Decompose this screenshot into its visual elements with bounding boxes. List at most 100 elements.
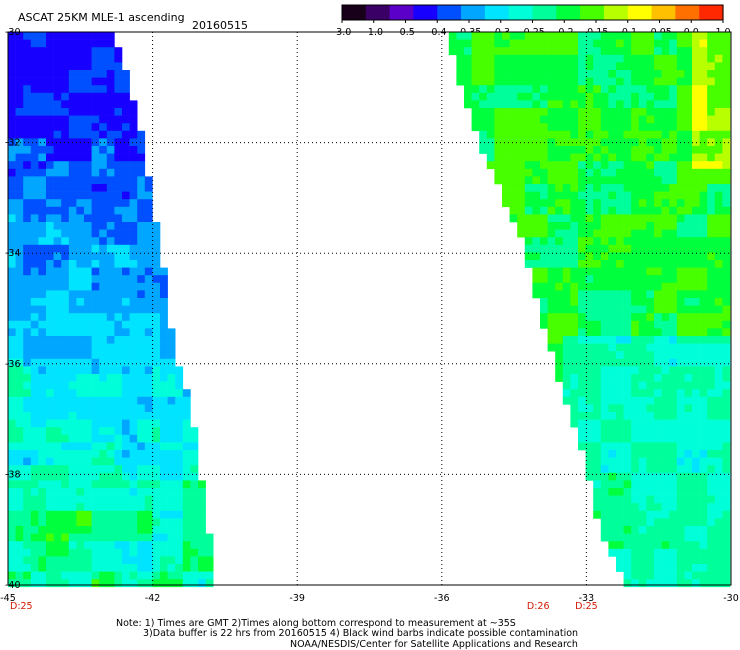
swath-cell	[593, 427, 602, 436]
swath-cell	[53, 222, 62, 230]
swath-cell	[692, 313, 700, 322]
swath-cell	[137, 358, 146, 367]
swath-cell	[152, 260, 161, 268]
swath-cell	[646, 412, 655, 420]
swath-cell	[167, 510, 176, 519]
swath-cell	[699, 191, 708, 200]
swath-cell	[114, 108, 123, 116]
swath-cell	[714, 161, 723, 170]
swath-cell	[608, 495, 617, 504]
swath-cell	[692, 115, 700, 124]
swath-cell	[8, 229, 16, 238]
swath-cell	[661, 351, 670, 360]
swath-cell	[53, 328, 62, 337]
swath-cell	[669, 343, 678, 352]
swath-cell	[68, 146, 77, 154]
swath-cell	[61, 275, 70, 284]
swath-cell	[129, 526, 138, 534]
swath-cell	[99, 389, 108, 398]
swath-cell	[114, 427, 123, 436]
swath-cell	[623, 85, 632, 94]
swath-cell	[570, 343, 579, 352]
swath-cell	[547, 290, 556, 299]
swath-cell	[676, 85, 685, 94]
y-tick-label: -32	[5, 138, 21, 149]
swath-cell	[684, 123, 693, 132]
swath-cell	[684, 85, 693, 94]
swath-cell	[654, 434, 662, 443]
swath-cell	[152, 510, 161, 519]
swath-cell	[555, 176, 564, 185]
swath-cell	[623, 267, 632, 276]
swath-cell	[707, 282, 716, 291]
swath-cell	[8, 533, 16, 542]
swath-cell	[555, 138, 564, 147]
swath-cell	[471, 100, 480, 109]
swath-cell	[616, 457, 624, 466]
swath-cell	[517, 70, 526, 78]
swath-cell	[616, 328, 624, 337]
swath-cell	[91, 412, 100, 420]
swath-cell	[23, 374, 32, 382]
swath-cell	[707, 412, 716, 420]
swath-cell	[578, 199, 586, 208]
swath-cell	[593, 442, 602, 451]
swath-cell	[152, 472, 161, 481]
swath-cell	[38, 488, 47, 496]
swath-cell	[144, 374, 153, 382]
swath-cell	[661, 85, 670, 94]
swath-cell	[616, 343, 624, 352]
swath-cell	[623, 100, 632, 109]
swath-cell	[707, 571, 716, 580]
swath-cell	[707, 579, 716, 588]
swath-cell	[99, 305, 108, 314]
swath-cell	[198, 526, 206, 534]
swath-cell	[684, 153, 693, 162]
swath-cell	[76, 146, 85, 154]
swath-cell	[30, 541, 39, 550]
swath-cell	[15, 290, 24, 299]
swath-cell	[707, 115, 716, 124]
swath-cell	[638, 510, 647, 519]
swath-cell	[722, 351, 731, 360]
swath-cell	[122, 70, 130, 78]
swath-cell	[616, 313, 624, 322]
swath-cell	[562, 168, 571, 177]
swath-cell	[585, 404, 594, 413]
swath-cell	[608, 336, 617, 344]
swath-cell	[46, 115, 54, 124]
swath-cell	[15, 366, 24, 375]
swath-cell	[676, 320, 685, 329]
swath-cell	[46, 366, 54, 375]
swath-cell	[654, 480, 662, 489]
swath-cell	[578, 412, 586, 420]
swath-cell	[570, 275, 579, 284]
swath-cell	[129, 267, 138, 276]
swath-cell	[38, 70, 47, 78]
swath-cell	[8, 556, 16, 565]
swath-cell	[76, 351, 85, 360]
swath-cell	[669, 115, 678, 124]
swath-cell	[114, 100, 123, 109]
swath-cell	[53, 138, 62, 147]
swath-cell	[38, 396, 47, 405]
swath-cell	[106, 191, 115, 200]
swath-cell	[707, 503, 716, 512]
swath-cell	[106, 214, 115, 223]
swath-cell	[699, 108, 708, 116]
x-tick-label: -30	[723, 593, 739, 604]
swath-cell	[570, 176, 579, 185]
swath-cell	[654, 442, 662, 451]
swath-cell	[99, 336, 108, 344]
swath-cell	[129, 130, 138, 139]
swath-cell	[106, 412, 115, 420]
swath-cell	[555, 115, 564, 124]
swath-cell	[654, 39, 662, 48]
swath-cell	[578, 336, 586, 344]
swath-cell	[144, 450, 153, 458]
swath-cell	[714, 214, 723, 223]
swath-cell	[167, 427, 176, 436]
swath-cell	[8, 450, 16, 458]
swath-cell	[699, 457, 708, 466]
swath-cell	[152, 442, 161, 451]
